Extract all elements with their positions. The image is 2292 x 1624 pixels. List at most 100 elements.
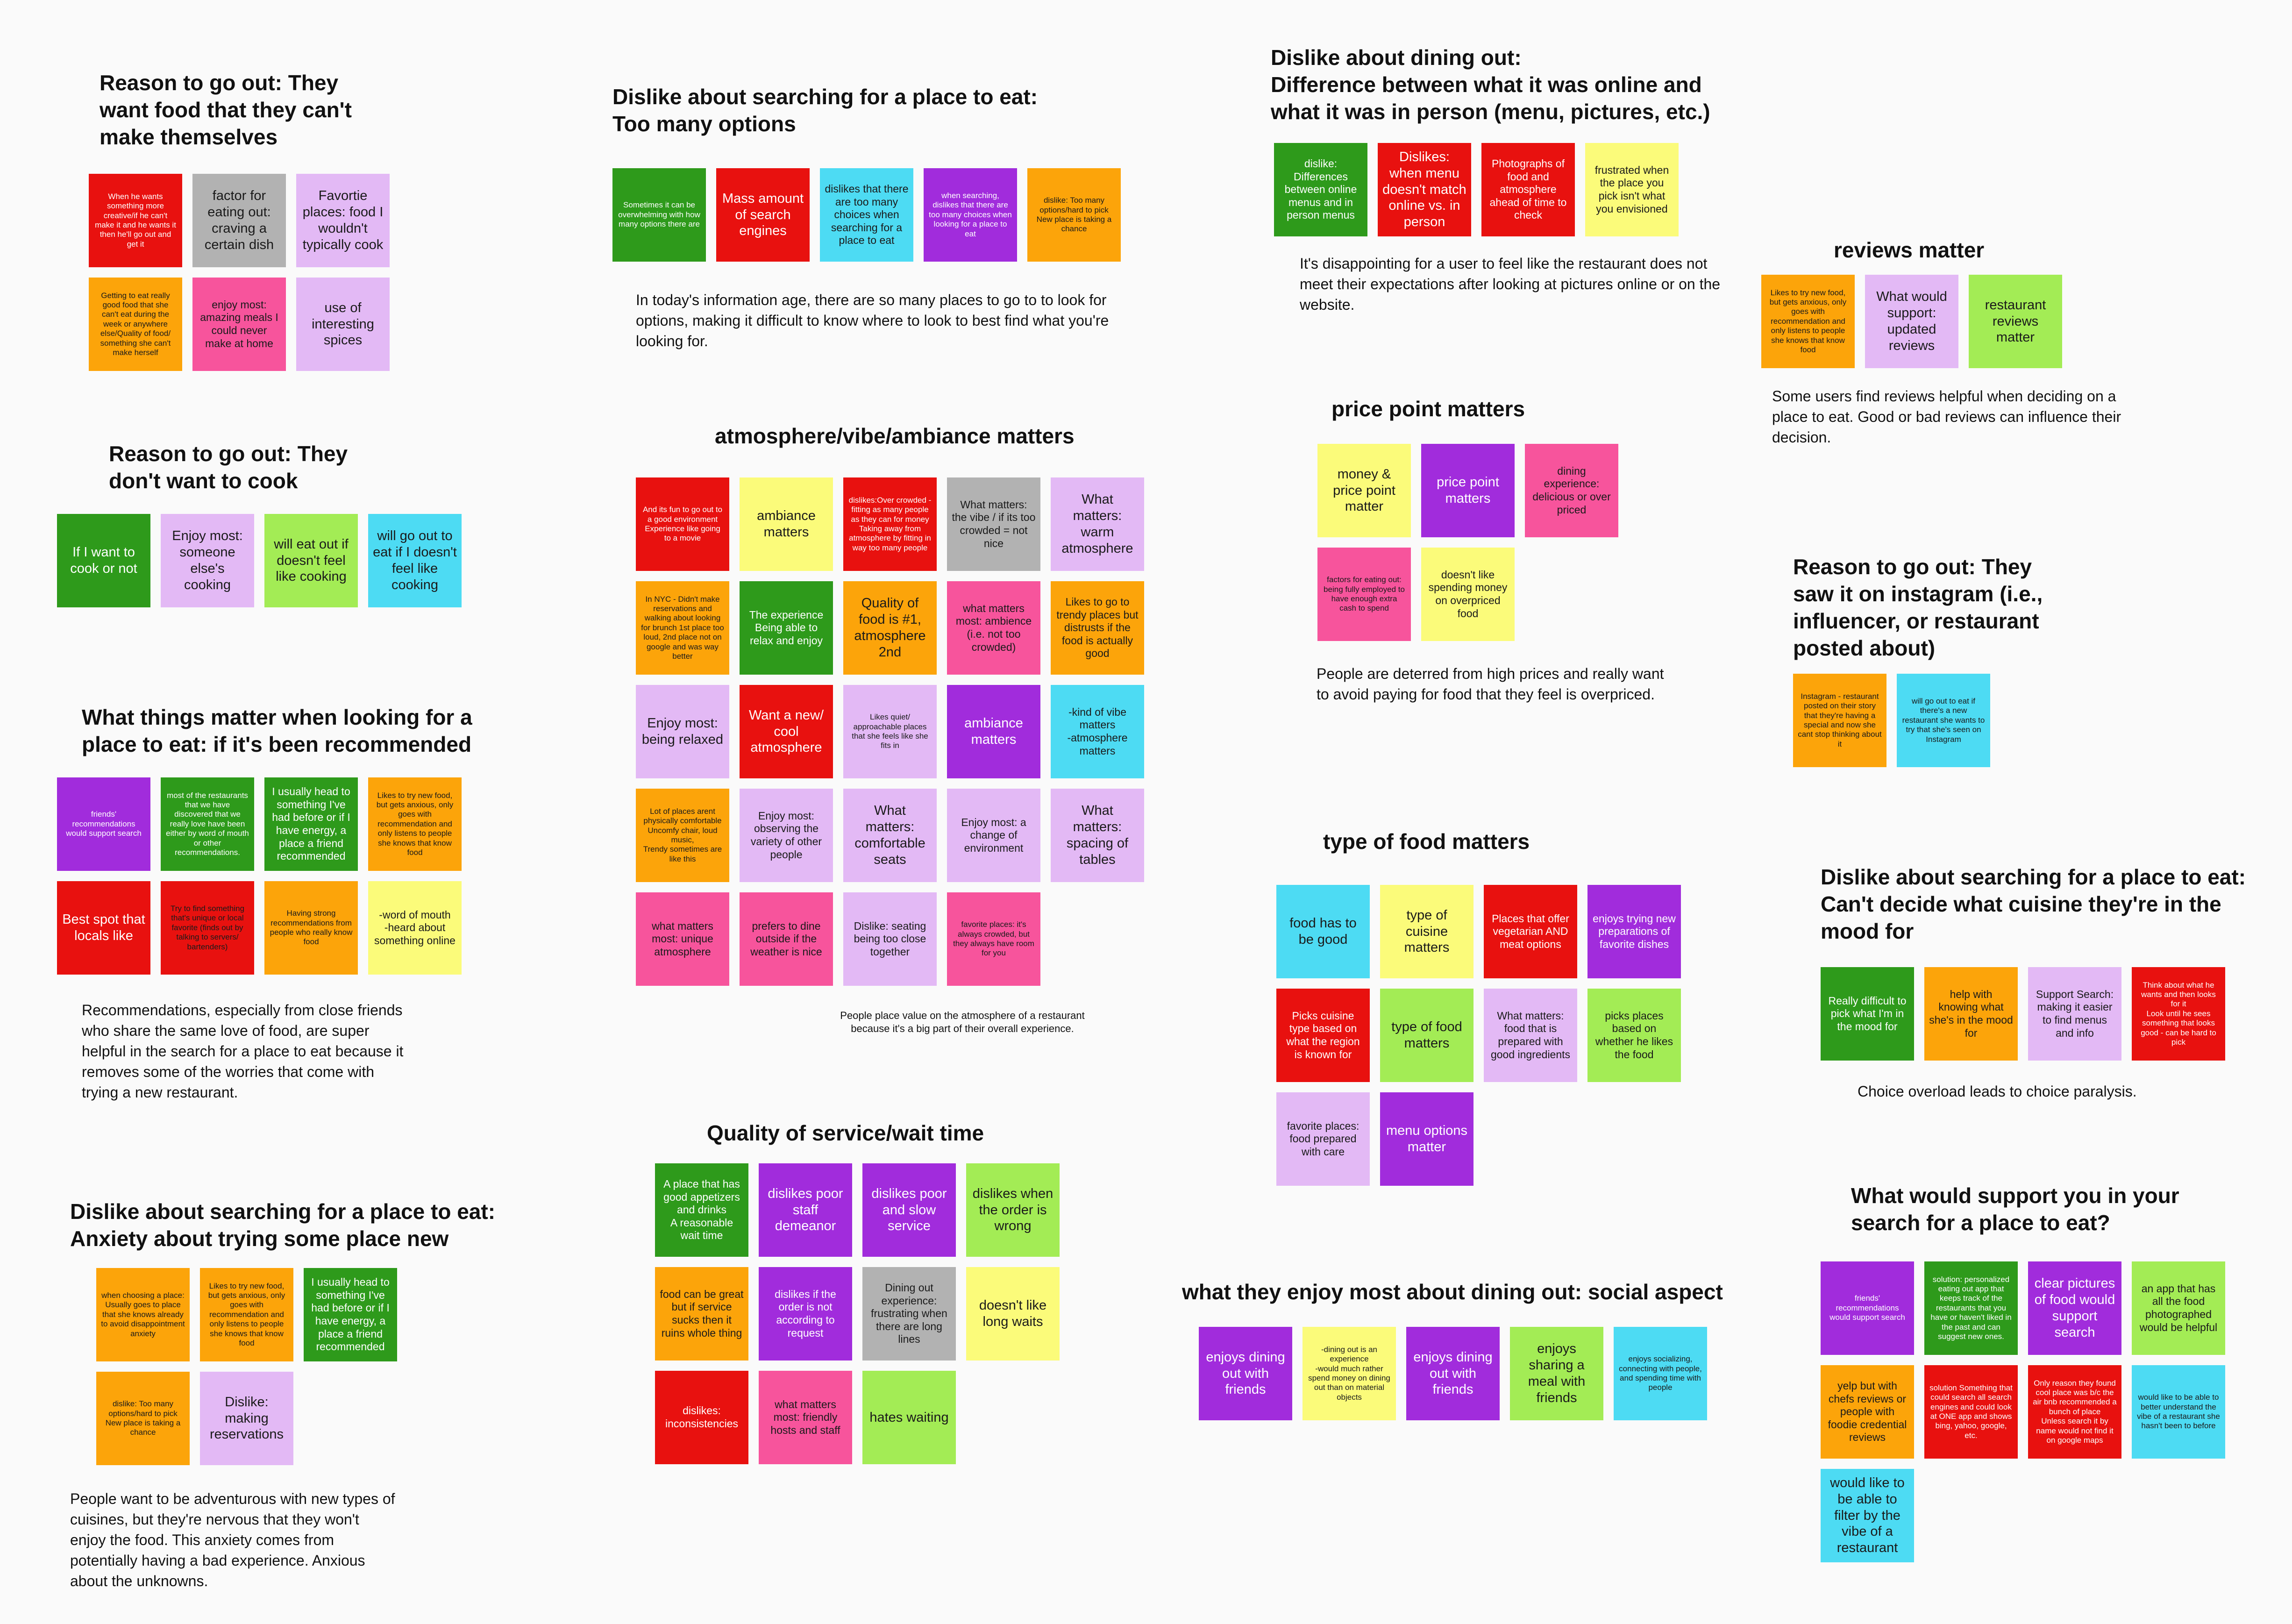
sticky-note[interactable]: food can be great but if service sucks t… xyxy=(655,1267,748,1360)
sticky-note[interactable]: friends' recommendations would support s… xyxy=(1821,1261,1914,1355)
sticky-note[interactable]: enjoys trying new preparations of favori… xyxy=(1587,885,1681,978)
sticky-note[interactable]: What matters: warm atmosphere xyxy=(1051,477,1144,571)
sticky-note[interactable]: Having strong recommendations from peopl… xyxy=(264,881,358,975)
sticky-note[interactable]: Dislike: seating being too close togethe… xyxy=(843,892,937,986)
sticky-note[interactable]: clear pictures of food would support sea… xyxy=(2028,1261,2121,1355)
sticky-note[interactable]: Likes quiet/ approachable places that sh… xyxy=(843,685,937,778)
sticky-note[interactable]: money & price point matter xyxy=(1317,444,1411,537)
sticky-note[interactable]: Likes to try new food, but gets anxious,… xyxy=(1761,275,1855,368)
sticky-note[interactable]: Think about what he wants and then looks… xyxy=(2132,967,2225,1061)
sticky-note[interactable]: ambiance matters xyxy=(947,685,1040,778)
sticky-note[interactable]: Only reason they found cool place was b/… xyxy=(2028,1365,2121,1459)
sticky-note[interactable]: would like to be able to better understa… xyxy=(2132,1365,2225,1459)
sticky-note[interactable]: -kind of vibe matters -atmosphere matter… xyxy=(1051,685,1144,778)
sticky-note[interactable]: What matters: the vibe / if its too crow… xyxy=(947,477,1040,571)
sticky-note[interactable]: price point matters xyxy=(1421,444,1515,537)
sticky-note[interactable]: will go out to eat if there's a new rest… xyxy=(1897,674,1990,767)
sticky-note[interactable]: enjoy most: amazing meals I could never … xyxy=(192,278,286,371)
sticky-note[interactable]: dislike: Too many options/hard to pick N… xyxy=(96,1372,190,1465)
sticky-note[interactable]: What matters: food that is prepared with… xyxy=(1484,989,1577,1082)
sticky-note[interactable]: Support Search: making it easier to find… xyxy=(2028,967,2121,1061)
sticky-note[interactable]: ambiance matters xyxy=(740,477,833,571)
sticky-note[interactable]: A place that has good appetizers and dri… xyxy=(655,1163,748,1257)
sticky-note[interactable]: Instagram - restaurant posted on their s… xyxy=(1793,674,1886,767)
sticky-note[interactable]: what matters most: unique atmosphere xyxy=(636,892,729,986)
sticky-note[interactable]: Getting to eat really good food that she… xyxy=(89,278,182,371)
sticky-note[interactable]: If I want to cook or not xyxy=(57,514,150,607)
sticky-note[interactable]: when searching, dislikes that there are … xyxy=(924,168,1017,262)
sticky-note[interactable]: enjoys dining out with friends xyxy=(1406,1327,1500,1420)
sticky-note[interactable]: restaurant reviews matter xyxy=(1969,275,2062,368)
sticky-note[interactable]: Enjoy most: observing the variety of oth… xyxy=(740,789,833,882)
sticky-note[interactable]: Likes to try new food, but gets anxious,… xyxy=(368,777,462,871)
sticky-note[interactable]: friends' recommendations would support s… xyxy=(57,777,150,871)
sticky-note[interactable]: Quality of food is #1, atmosphere 2nd xyxy=(843,581,937,675)
sticky-note[interactable]: dislikes if the order is not according t… xyxy=(759,1267,852,1360)
sticky-note[interactable]: will eat out if doesn't feel like cookin… xyxy=(264,514,358,607)
sticky-note[interactable]: dislike: Differences between online menu… xyxy=(1274,143,1367,236)
sticky-note[interactable]: Likes to try new food, but gets anxious,… xyxy=(200,1268,293,1361)
sticky-note[interactable]: menu options matter xyxy=(1380,1092,1473,1186)
sticky-note[interactable]: What matters: spacing of tables xyxy=(1051,789,1144,882)
sticky-note[interactable]: what matters most: friendly hosts and st… xyxy=(759,1371,852,1464)
sticky-note[interactable]: solution Something that could search all… xyxy=(1924,1365,2018,1459)
sticky-note[interactable]: Mass amount of search engines xyxy=(716,168,810,262)
sticky-note[interactable]: Lot of places arent physically comfortab… xyxy=(636,789,729,882)
sticky-note[interactable]: Try to find something that's unique or l… xyxy=(161,881,254,975)
sticky-note[interactable]: Likes to go to trendy places but distrus… xyxy=(1051,581,1144,675)
sticky-note[interactable]: enjoys socializing, connecting with peop… xyxy=(1614,1327,1707,1420)
sticky-note[interactable]: Picks cuisine type based on what the reg… xyxy=(1276,989,1370,1082)
sticky-note[interactable]: And its fun to go out to a good environm… xyxy=(636,477,729,571)
sticky-note[interactable]: factor for eating out: craving a certain… xyxy=(192,174,286,267)
sticky-note[interactable]: type of cuisine matters xyxy=(1380,885,1473,978)
sticky-note[interactable]: When he wants something more creative/if… xyxy=(89,174,182,267)
sticky-note[interactable]: dislikes poor staff demeanor xyxy=(759,1163,852,1257)
sticky-note[interactable]: Favortie places: food I wouldn't typical… xyxy=(296,174,390,267)
sticky-note[interactable]: prefers to dine outside if the weather i… xyxy=(740,892,833,986)
sticky-note[interactable]: dislikes poor and slow service xyxy=(862,1163,956,1257)
sticky-note[interactable]: Enjoy most: being relaxed xyxy=(636,685,729,778)
sticky-note[interactable]: In NYC - Didn't make reservations and wa… xyxy=(636,581,729,675)
sticky-note[interactable]: I usually head to something I've had bef… xyxy=(264,777,358,871)
sticky-note[interactable]: What would support: updated reviews xyxy=(1865,275,1958,368)
sticky-note[interactable]: solution: personalized eating out app th… xyxy=(1924,1261,2018,1355)
sticky-note[interactable]: Dislikes: when menu doesn't match online… xyxy=(1378,143,1471,236)
sticky-note[interactable]: doesn't like spending money on overprice… xyxy=(1421,548,1515,641)
sticky-note[interactable]: Really difficult to pick what I'm in the… xyxy=(1821,967,1914,1061)
sticky-note[interactable]: dislikes that there are too many choices… xyxy=(820,168,913,262)
sticky-note[interactable]: type of food matters xyxy=(1380,989,1473,1082)
sticky-note[interactable]: Sometimes it can be overwhelming with ho… xyxy=(612,168,706,262)
sticky-note[interactable]: favorite places: food prepared with care xyxy=(1276,1092,1370,1186)
sticky-note[interactable]: Places that offer vegetarian AND meat op… xyxy=(1484,885,1577,978)
sticky-note[interactable]: I usually head to something I've had bef… xyxy=(304,1268,397,1361)
sticky-note[interactable]: enjoys sharing a meal with friends xyxy=(1510,1327,1603,1420)
sticky-note[interactable]: dislikes: inconsistencies xyxy=(655,1371,748,1464)
sticky-note[interactable]: yelp but with chefs reviews or people wi… xyxy=(1821,1365,1914,1459)
sticky-note[interactable]: use of interesting spices xyxy=(296,278,390,371)
sticky-note[interactable]: dislikes:Over crowded - fitting as many … xyxy=(843,477,937,571)
sticky-note[interactable]: favorite places: it's always crowded, bu… xyxy=(947,892,1040,986)
sticky-note[interactable]: frustrated when the place you pick isn't… xyxy=(1585,143,1679,236)
sticky-note[interactable]: What matters: comfortable seats xyxy=(843,789,937,882)
sticky-note[interactable]: -word of mouth -heard about something on… xyxy=(368,881,462,975)
sticky-note[interactable]: an app that has all the food photographe… xyxy=(2132,1261,2225,1355)
sticky-note[interactable]: help with knowing what she's in the mood… xyxy=(1924,967,2018,1061)
sticky-note[interactable]: dislike: Too many options/hard to pick N… xyxy=(1027,168,1121,262)
sticky-note[interactable]: Enjoy most: someone else's cooking xyxy=(161,514,254,607)
sticky-note[interactable]: Dining out experience: frustrating when … xyxy=(862,1267,956,1360)
sticky-note[interactable]: enjoys dining out with friends xyxy=(1199,1327,1292,1420)
sticky-note[interactable]: most of the restaurants that we have dis… xyxy=(161,777,254,871)
sticky-note[interactable]: dining experience: delicious or over pri… xyxy=(1525,444,1618,537)
sticky-note[interactable]: what matters most: ambience (i.e. not to… xyxy=(947,581,1040,675)
sticky-note[interactable]: doesn't like long waits xyxy=(966,1267,1060,1360)
sticky-note[interactable]: will go out to eat if I doesn't feel lik… xyxy=(368,514,462,607)
sticky-note[interactable]: hates waiting xyxy=(862,1371,956,1464)
sticky-note[interactable]: picks places based on whether he likes t… xyxy=(1587,989,1681,1082)
sticky-note[interactable]: -dining out is an experience -would much… xyxy=(1303,1327,1396,1420)
sticky-note[interactable]: Dislike: making reservations xyxy=(200,1372,293,1465)
sticky-note[interactable]: would like to be able to filter by the v… xyxy=(1821,1469,1914,1562)
sticky-note[interactable]: dislikes when the order is wrong xyxy=(966,1163,1060,1257)
sticky-note[interactable]: The experience Being able to relax and e… xyxy=(740,581,833,675)
sticky-note[interactable]: factors for eating out: being fully empl… xyxy=(1317,548,1411,641)
sticky-note[interactable]: Want a new/ cool atmosphere xyxy=(740,685,833,778)
